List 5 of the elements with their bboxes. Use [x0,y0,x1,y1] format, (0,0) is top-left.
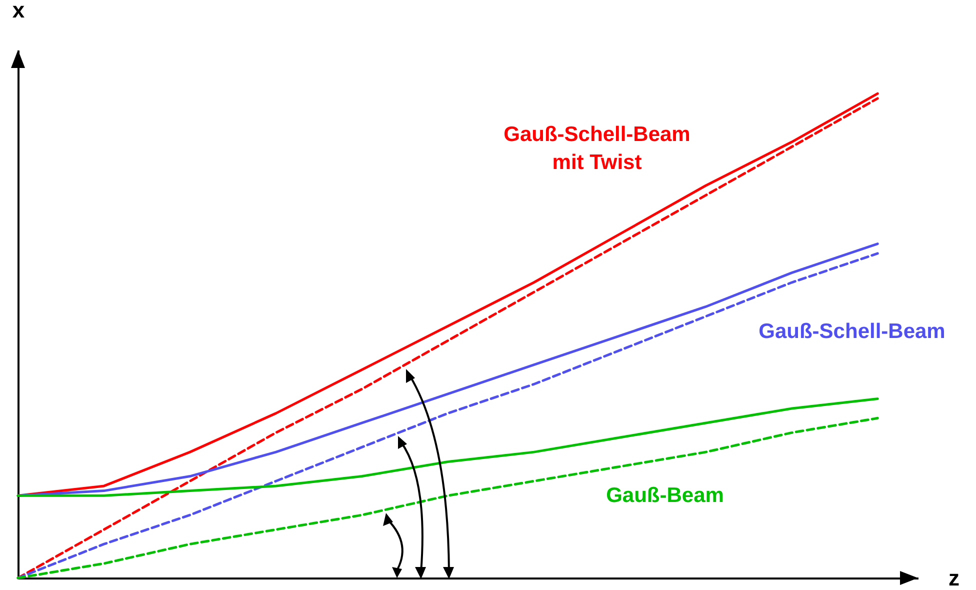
text: Gauß-Beam [605,483,725,509]
y-axis-title: x [12,0,26,22]
series-label: Gauß-Schell-Beam mit Twist [502,122,692,176]
series-label: Gauß-Schell-Beam [758,319,946,345]
x-axis-title: z [948,566,960,590]
